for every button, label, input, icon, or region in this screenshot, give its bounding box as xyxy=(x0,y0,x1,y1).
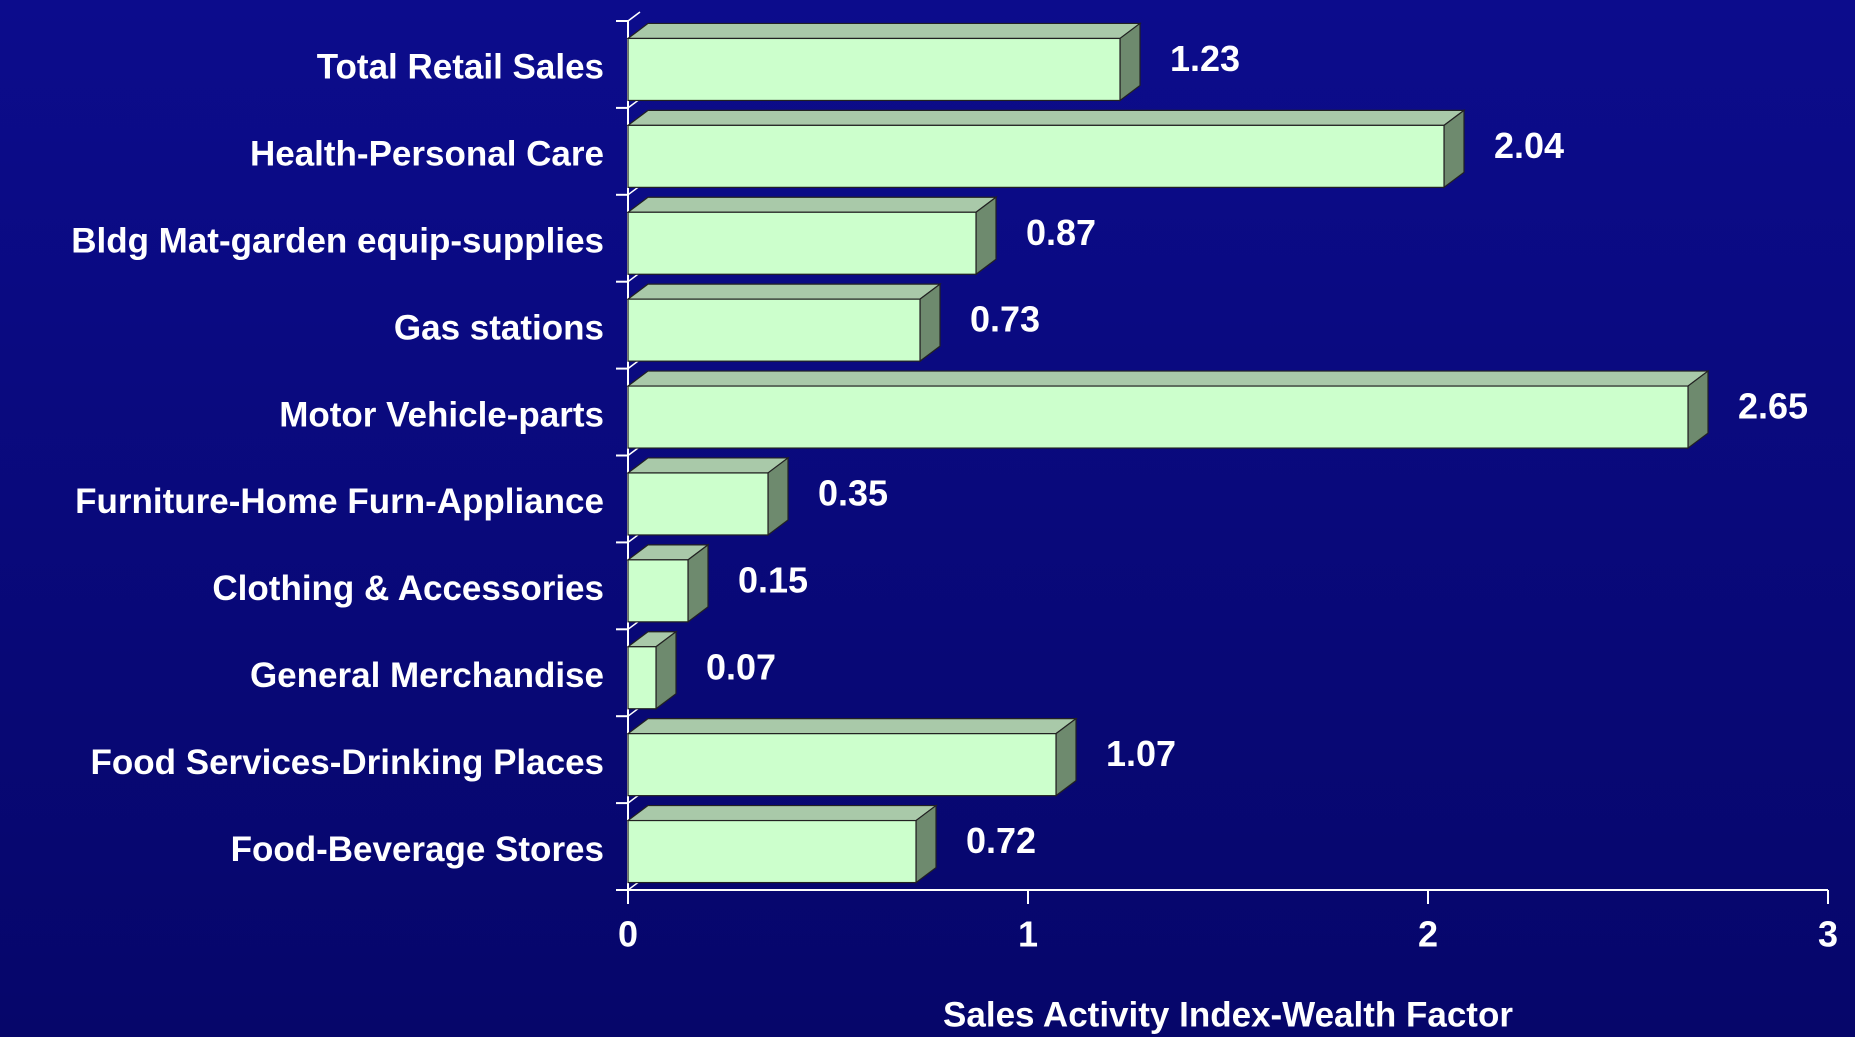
bar xyxy=(626,22,1142,102)
bar xyxy=(626,717,1078,797)
category-label: Total Retail Sales xyxy=(317,48,604,87)
category-label: Clothing & Accessories xyxy=(212,569,604,608)
bar xyxy=(626,804,938,884)
bar-top xyxy=(626,804,938,822)
bar xyxy=(626,369,1710,450)
bar xyxy=(626,456,790,537)
bar-front xyxy=(627,733,1057,797)
bar xyxy=(626,630,678,710)
bar-top xyxy=(626,283,942,300)
value-label: 2.04 xyxy=(1494,125,1564,166)
bar-front xyxy=(627,385,1689,449)
category-label: Furniture-Home Furn-Appliance xyxy=(75,482,604,521)
value-label: 0.35 xyxy=(818,472,888,513)
value-label: 0.07 xyxy=(706,646,776,687)
bar-top xyxy=(626,109,1466,126)
value-label: 0.87 xyxy=(1026,212,1096,253)
x-axis-title: Sales Activity Index-Wealth Factor xyxy=(943,995,1513,1034)
bar xyxy=(626,109,1466,189)
category-label: Bldg Mat-garden equip-supplies xyxy=(71,222,604,261)
x-tick-label: 1 xyxy=(1018,914,1038,955)
category-label: Food Services-Drinking Places xyxy=(90,743,604,782)
value-label: 1.07 xyxy=(1106,733,1176,774)
bar-front xyxy=(627,298,921,362)
category-label: Health-Personal Care xyxy=(250,135,604,174)
bar-top xyxy=(626,22,1142,40)
x-tick-label: 2 xyxy=(1418,914,1438,955)
bar-front xyxy=(627,211,977,275)
bar-front xyxy=(627,819,917,884)
value-label: 2.65 xyxy=(1738,386,1808,427)
value-label: 0.72 xyxy=(966,820,1036,861)
value-label: 0.73 xyxy=(970,299,1040,340)
category-label: Food-Beverage Stores xyxy=(231,830,604,869)
bar-front xyxy=(627,124,1445,188)
x-tick-label: 3 xyxy=(1818,914,1838,955)
x-tick-label: 0 xyxy=(618,914,638,955)
bar-front xyxy=(627,559,689,623)
bar-front xyxy=(627,472,769,536)
value-label: 0.15 xyxy=(738,559,808,600)
bar-front xyxy=(627,646,657,710)
bar-top xyxy=(626,457,790,474)
category-label: General Merchandise xyxy=(250,656,604,695)
category-label: Motor Vehicle-parts xyxy=(279,395,604,434)
y-axis-depth xyxy=(627,11,641,22)
value-label: 1.23 xyxy=(1170,38,1240,79)
bar xyxy=(626,543,710,624)
bar xyxy=(626,196,998,276)
category-label: Gas stations xyxy=(394,308,604,347)
bar-top xyxy=(626,370,1710,387)
bar xyxy=(626,282,942,363)
bar-top xyxy=(626,196,998,213)
bar-front xyxy=(627,37,1121,102)
bar-top xyxy=(626,718,1078,735)
